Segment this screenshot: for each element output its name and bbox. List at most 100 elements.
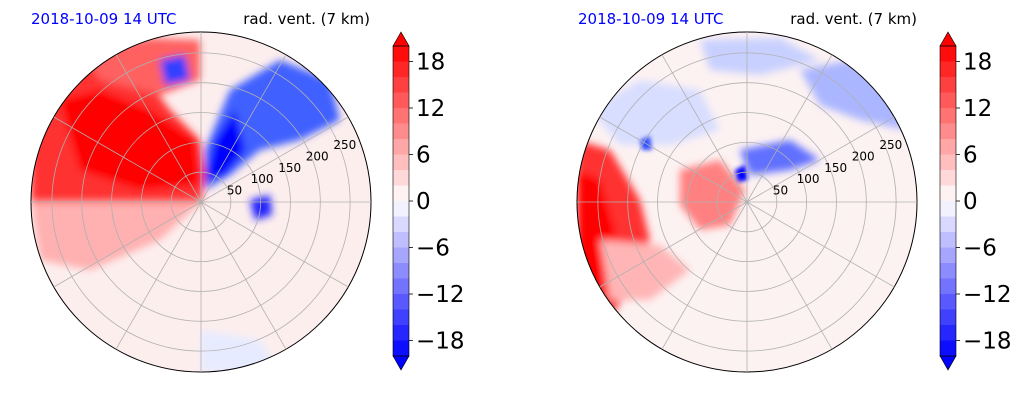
right-colorbar-bins <box>940 46 956 357</box>
polar-grid-spoke <box>53 201 202 288</box>
left-colorbar-ticks: 18 12 6 0 −6 −12 −18 <box>409 50 465 355</box>
right-radial-tick-labels: 50 100 150 200 250 <box>773 138 902 198</box>
polar-grid-spoke <box>661 201 748 350</box>
right-colorbar-ticks: 18 12 6 0 −6 −12 −18 <box>956 50 1012 355</box>
right-polar-grid <box>577 32 917 372</box>
radial-tick-label: 250 <box>333 138 356 152</box>
right-negative-northwest <box>590 80 720 145</box>
colorbar-bin <box>393 154 409 171</box>
right-negative-spots <box>735 165 748 182</box>
colorbar-bin <box>393 201 409 217</box>
polar-grid-spoke <box>115 201 202 350</box>
left-positive-sw-band <box>31 202 201 270</box>
colorbar-bin <box>393 340 409 357</box>
polar-grid-spoke <box>200 201 349 288</box>
right-colorbar: 18 12 6 0 −6 −12 −18 <box>939 31 1012 371</box>
colorbar-bin <box>940 201 956 217</box>
colorbar-bin <box>940 278 956 295</box>
left-radial-tick-labels: 50 100 150 200 250 <box>227 138 356 198</box>
colorbar-tick-label: 0 <box>963 189 978 215</box>
colorbar-bin <box>393 263 409 279</box>
colorbar-bin <box>940 61 956 78</box>
colorbar-bin <box>393 92 409 109</box>
right-title-time: 2018-10-09 14 UTC <box>578 10 724 28</box>
colorbar-bin <box>393 77 409 93</box>
colorbar-bin <box>940 263 956 279</box>
colorbar-bin <box>940 77 956 93</box>
colorbar-bin <box>393 61 409 78</box>
colorbar-bin <box>940 46 956 62</box>
colorbar-bin <box>940 139 956 155</box>
colorbar-bin <box>393 216 409 233</box>
colorbar-bin <box>940 123 956 140</box>
right-colorbar-extend-top <box>939 31 957 47</box>
colorbar-tick-label: −18 <box>963 329 1012 355</box>
left-negative-core <box>205 110 245 180</box>
colorbar-bin <box>393 294 409 310</box>
left-panel: 2018-10-09 14 UTC rad. vent. (7 km) <box>30 10 465 373</box>
polar-grid-spoke <box>200 54 287 203</box>
radial-tick-label: 250 <box>879 138 902 152</box>
radial-tick-label: 100 <box>797 172 820 186</box>
radial-tick-label: 50 <box>227 184 242 198</box>
colorbar-tick-label: −6 <box>963 236 997 262</box>
left-colorbar-bins <box>393 46 409 357</box>
colorbar-tick-label: 12 <box>963 96 992 122</box>
radial-tick-label: 100 <box>251 172 274 186</box>
left-positive-core <box>60 90 200 190</box>
colorbar-tick-label: −18 <box>416 329 465 355</box>
colorbar-tick-label: −12 <box>963 282 1012 308</box>
left-title-time: 2018-10-09 14 UTC <box>31 10 177 28</box>
colorbar-bin <box>940 309 956 326</box>
left-title-field: rad. vent. (7 km) <box>243 10 370 28</box>
radial-tick-label: 150 <box>278 161 301 175</box>
left-colorbar-extend-bottom <box>392 355 410 371</box>
colorbar-tick-label: 18 <box>416 50 445 76</box>
polar-grid-spoke <box>746 201 895 288</box>
radial-tick-label: 200 <box>852 149 875 163</box>
polar-grid-spoke <box>661 54 748 203</box>
colorbar-bin <box>393 247 409 264</box>
polar-grid-spoke <box>53 116 202 203</box>
colorbar-bin <box>940 340 956 357</box>
colorbar-bin <box>393 278 409 295</box>
colorbar-bin <box>940 247 956 264</box>
polar-grid-spoke <box>115 54 202 203</box>
colorbar-bin <box>940 216 956 233</box>
colorbar-bin <box>940 170 956 186</box>
colorbar-bin <box>393 309 409 326</box>
colorbar-bin <box>940 185 956 202</box>
right-colorbar-extend-bottom <box>939 355 957 371</box>
colorbar-bin <box>393 325 409 341</box>
polar-grid-spoke <box>599 116 748 203</box>
colorbar-tick-label: −6 <box>416 236 450 262</box>
left-negative-blob-top <box>160 55 190 85</box>
left-polar-grid <box>31 32 371 372</box>
colorbar-tick-label: 6 <box>963 143 978 169</box>
colorbar-bin <box>940 92 956 109</box>
radial-tick-label: 50 <box>773 184 788 198</box>
left-colorbar-extend-top <box>392 31 410 47</box>
radial-tick-label: 200 <box>306 149 329 163</box>
right-negative-north <box>700 38 820 75</box>
radial-tick-label: 150 <box>824 161 847 175</box>
right-negative-spots-2 <box>640 136 652 150</box>
colorbar-tick-label: 0 <box>416 189 431 215</box>
colorbar-bin <box>393 185 409 202</box>
right-positive-sw <box>600 240 690 300</box>
colorbar-bin <box>393 170 409 186</box>
right-negative-center-arc <box>740 140 820 175</box>
polar-grid-spoke <box>599 201 748 288</box>
colorbar-bin <box>393 108 409 124</box>
colorbar-bin <box>940 232 956 248</box>
polar-grid-spoke <box>200 116 349 203</box>
right-negative-ne <box>800 60 905 130</box>
colorbar-bin <box>393 232 409 248</box>
colorbar-bin <box>940 108 956 124</box>
colorbar-bin <box>393 123 409 140</box>
polar-grid-spoke <box>746 116 895 203</box>
colorbar-bin <box>940 294 956 310</box>
colorbar-tick-label: 6 <box>416 143 431 169</box>
